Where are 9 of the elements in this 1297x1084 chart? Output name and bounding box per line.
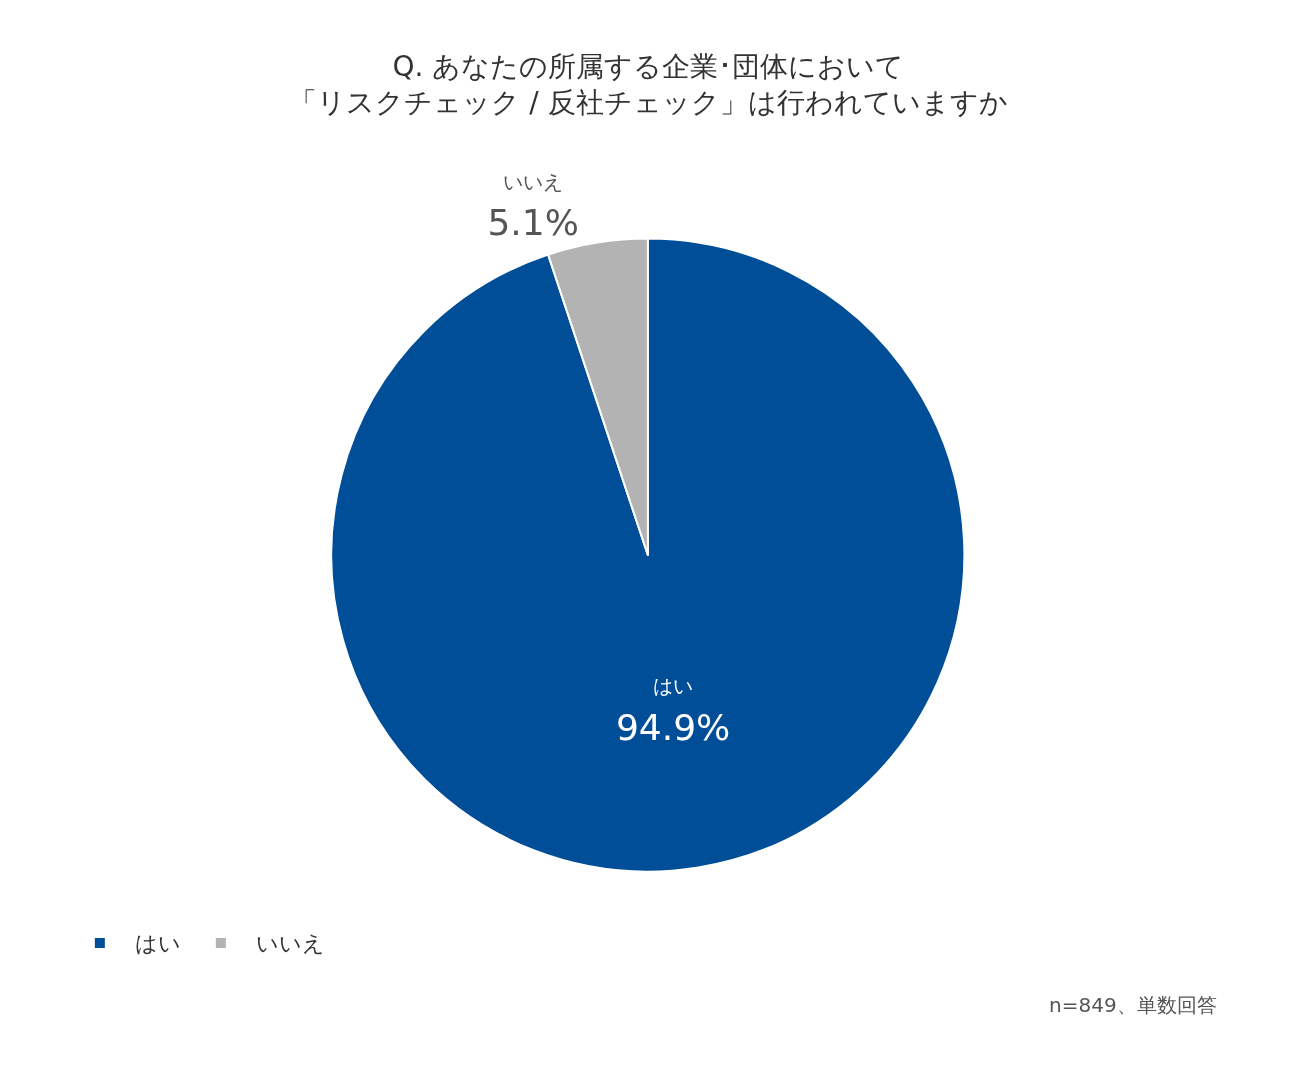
chart-title: Q. あなたの所属する企業･団体において — [392, 49, 905, 83]
legend-label: はい — [134, 931, 181, 957]
slice-label: はい — [653, 674, 694, 699]
legend-label: いいえ — [255, 931, 325, 957]
text: n=849、単数回答 — [1049, 993, 1217, 1017]
slice-label: いいえ — [503, 169, 564, 194]
data-label: 5.1% — [487, 202, 579, 244]
data-label: 94.9% — [615, 707, 731, 749]
chart-subtitle: 「リスクチェック / 反社チェック」は行われていますか — [289, 86, 1008, 120]
